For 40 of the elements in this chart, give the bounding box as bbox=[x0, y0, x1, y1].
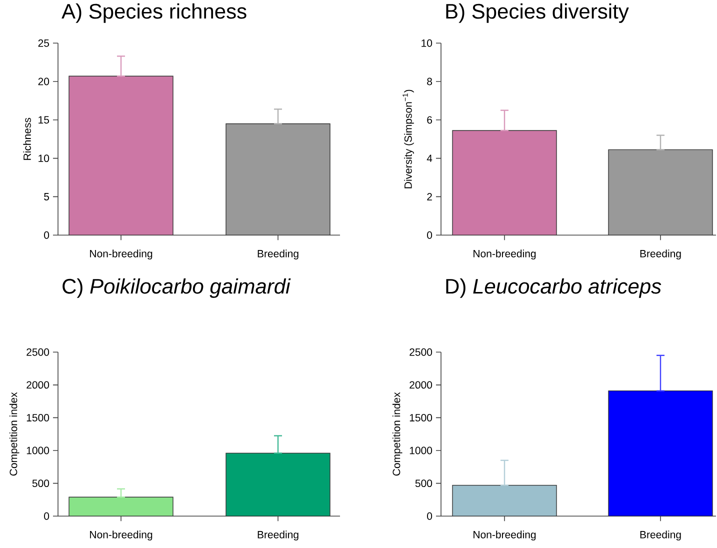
y-tick-label: 500 bbox=[32, 480, 50, 487]
y-tick-label: 2500 bbox=[26, 348, 50, 356]
y-tick-label: 1000 bbox=[26, 446, 50, 454]
y-axis-title: Competition index bbox=[9, 392, 20, 476]
y-tick-label: 2000 bbox=[26, 381, 50, 389]
y-tick-label: 1500 bbox=[410, 414, 432, 422]
y-tick-label: 15 bbox=[38, 116, 50, 124]
x-tick-label: Breeding bbox=[640, 530, 681, 540]
y-tick-label: 10 bbox=[38, 154, 50, 162]
y-tick-label: 2000 bbox=[410, 381, 432, 389]
y-tick-label: 1000 bbox=[410, 446, 432, 454]
x-tick-label: Breeding bbox=[258, 530, 298, 540]
y-tick-label: 25 bbox=[38, 39, 50, 47]
y-tick-label: 5 bbox=[44, 193, 50, 200]
y-tick-label: 20 bbox=[38, 78, 50, 86]
x-tick-label: Non-breeding bbox=[90, 530, 152, 540]
y-tick-label: 0 bbox=[427, 231, 432, 239]
y-tick-label: 1500 bbox=[26, 414, 50, 422]
chart-title: A) Species richness bbox=[62, 3, 246, 23]
y-tick-label: 500 bbox=[415, 480, 432, 487]
y-tick-label: 2500 bbox=[410, 348, 432, 356]
chart-title: C) Poikilocarbo gaimardi bbox=[62, 278, 291, 298]
x-tick-label: Breeding bbox=[258, 250, 298, 260]
x-tick-label: Non-breeding bbox=[474, 530, 536, 540]
y-tick-label: 2 bbox=[427, 193, 432, 200]
chart-title: B) Species diversity bbox=[446, 3, 629, 23]
y-axis-title: Diversity (Simpson$^{−1}$) bbox=[402, 90, 414, 188]
y-tick-label: 10 bbox=[422, 39, 432, 47]
y-tick-label: 0 bbox=[44, 512, 50, 520]
y-tick-label: 8 bbox=[427, 78, 432, 86]
x-tick-label: Non-breeding bbox=[90, 250, 152, 260]
chart-title: D) Leucocarbo atriceps bbox=[446, 278, 662, 298]
x-tick-label: Non-breeding bbox=[474, 250, 536, 260]
x-tick-label: Breeding bbox=[640, 250, 681, 260]
y-tick-label: 4 bbox=[426, 154, 432, 162]
y-axis-title: Competition index bbox=[392, 392, 402, 476]
y-tick-label: 6 bbox=[427, 116, 432, 124]
y-tick-label: 0 bbox=[44, 231, 50, 239]
y-tick-label: 0 bbox=[427, 512, 432, 520]
y-axis-title: Richness bbox=[23, 118, 31, 160]
